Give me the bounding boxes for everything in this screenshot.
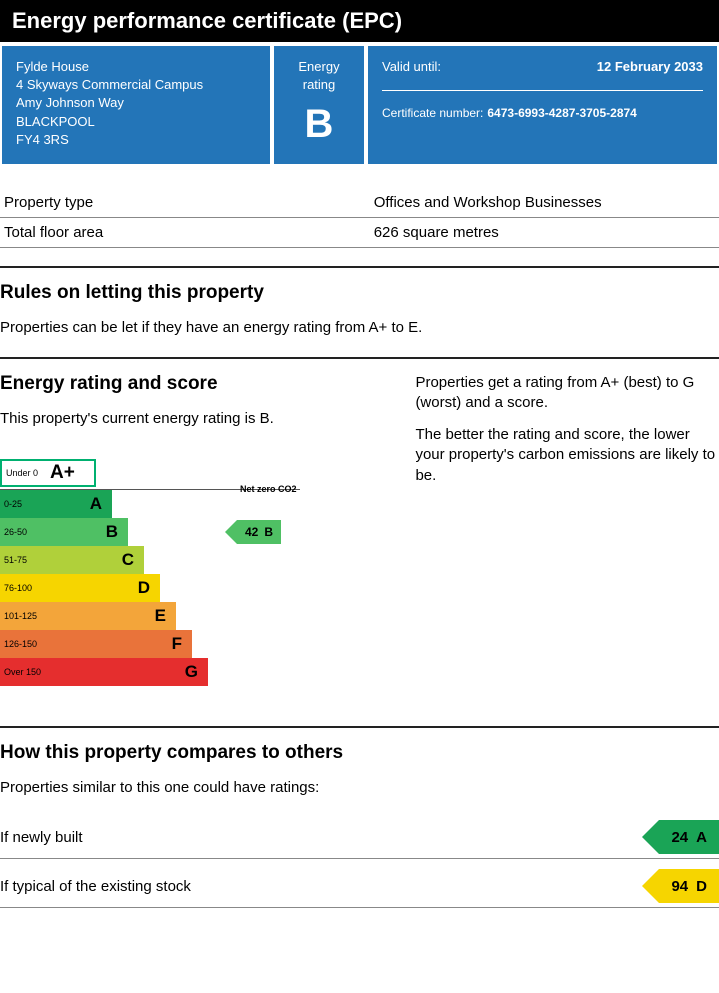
- address-line: 4 Skyways Commercial Campus: [16, 76, 256, 94]
- cert-number-label: Certificate number:: [382, 105, 483, 122]
- energy-rating-label: Energy rating: [288, 58, 350, 94]
- address-line: Fylde House: [16, 58, 256, 76]
- band-c: 51-75 C: [0, 546, 144, 574]
- band-range: 126-150: [0, 630, 42, 658]
- band-range: 76-100: [0, 574, 42, 602]
- cert-number-value: 6473-6993-4287-3705-2874: [487, 105, 636, 122]
- floor-area-label: Total floor area: [4, 224, 374, 241]
- property-info-table: Property type Offices and Workshop Busin…: [0, 188, 719, 248]
- compare-score: 24: [671, 829, 688, 846]
- current-score-pointer: 42 B: [225, 520, 281, 544]
- band-d: 76-100 D: [0, 574, 160, 602]
- band-label: G: [42, 658, 208, 686]
- band-a: 0-25 A: [0, 490, 112, 518]
- band-label: E: [42, 602, 176, 630]
- compare-grade: A: [696, 829, 707, 846]
- band-label: D: [42, 574, 160, 602]
- compare-row: If typical of the existing stock 94 D: [0, 859, 719, 908]
- band-label: A+: [44, 462, 75, 484]
- band-range: Under 0: [2, 468, 44, 478]
- property-type-value: Offices and Workshop Businesses: [374, 194, 715, 211]
- address-line: Amy Johnson Way: [16, 94, 256, 112]
- band-label: A: [42, 490, 112, 518]
- band-range: 26-50: [0, 518, 42, 546]
- band-range: 51-75: [0, 546, 42, 574]
- band-aplus: Under 0 A+: [0, 459, 96, 487]
- rating-explain-2: The better the rating and score, the low…: [415, 425, 719, 486]
- compare-tag: 24 A: [642, 820, 719, 854]
- band-range: 0-25: [0, 490, 42, 518]
- compare-intro: Properties similar to this one could hav…: [0, 778, 719, 798]
- current-rating-text: This property's current energy rating is…: [0, 409, 395, 429]
- pointer-score: 42: [245, 525, 258, 539]
- page-title: Energy performance certificate (EPC): [0, 0, 719, 42]
- compare-tag: 94 D: [642, 869, 719, 903]
- header-panels: Fylde House4 Skyways Commercial CampusAm…: [0, 42, 719, 168]
- net-zero-label: Net zero CO2: [240, 484, 297, 494]
- compare-grade: D: [696, 878, 707, 895]
- band-e: 101-125 E: [0, 602, 176, 630]
- valid-until-label: Valid until:: [382, 58, 441, 76]
- band-label: B: [42, 518, 128, 546]
- compare-score: 94: [671, 878, 688, 895]
- compare-label: If newly built: [0, 829, 83, 846]
- address-line: FY4 3RS: [16, 131, 256, 149]
- band-label: C: [42, 546, 144, 574]
- energy-rating-grade: B: [288, 96, 350, 152]
- rating-chart: Under 0 A+ Net zero CO2 0-25 A 26-50 B 5…: [0, 459, 300, 686]
- property-type-label: Property type: [4, 194, 374, 211]
- compare-row: If newly built 24 A: [0, 810, 719, 859]
- band-g: Over 150 G: [0, 658, 208, 686]
- table-row: Total floor area 626 square metres: [0, 218, 719, 248]
- rating-explain-1: Properties get a rating from A+ (best) t…: [415, 373, 719, 414]
- valid-until-value: 12 February 2033: [597, 58, 703, 76]
- band-label: F: [42, 630, 192, 658]
- letting-heading: Rules on letting this property: [0, 282, 719, 304]
- table-row: Property type Offices and Workshop Busin…: [0, 188, 719, 218]
- band-b: 26-50 B: [0, 518, 128, 546]
- band-range: Over 150: [0, 658, 42, 686]
- net-zero-line: Net zero CO2: [0, 489, 300, 490]
- validity-box: Valid until: 12 February 2033 Certificat…: [368, 46, 717, 164]
- band-range: 101-125: [0, 602, 42, 630]
- compare-heading: How this property compares to others: [0, 742, 719, 764]
- rating-heading: Energy rating and score: [0, 373, 395, 395]
- compare-label: If typical of the existing stock: [0, 878, 191, 895]
- address-line: BLACKPOOL: [16, 113, 256, 131]
- pointer-grade: B: [264, 525, 273, 539]
- energy-rating-box: Energy rating B: [274, 46, 364, 164]
- address-box: Fylde House4 Skyways Commercial CampusAm…: [2, 46, 270, 164]
- letting-text: Properties can be let if they have an en…: [0, 318, 719, 338]
- band-f: 126-150 F: [0, 630, 192, 658]
- floor-area-value: 626 square metres: [374, 224, 715, 241]
